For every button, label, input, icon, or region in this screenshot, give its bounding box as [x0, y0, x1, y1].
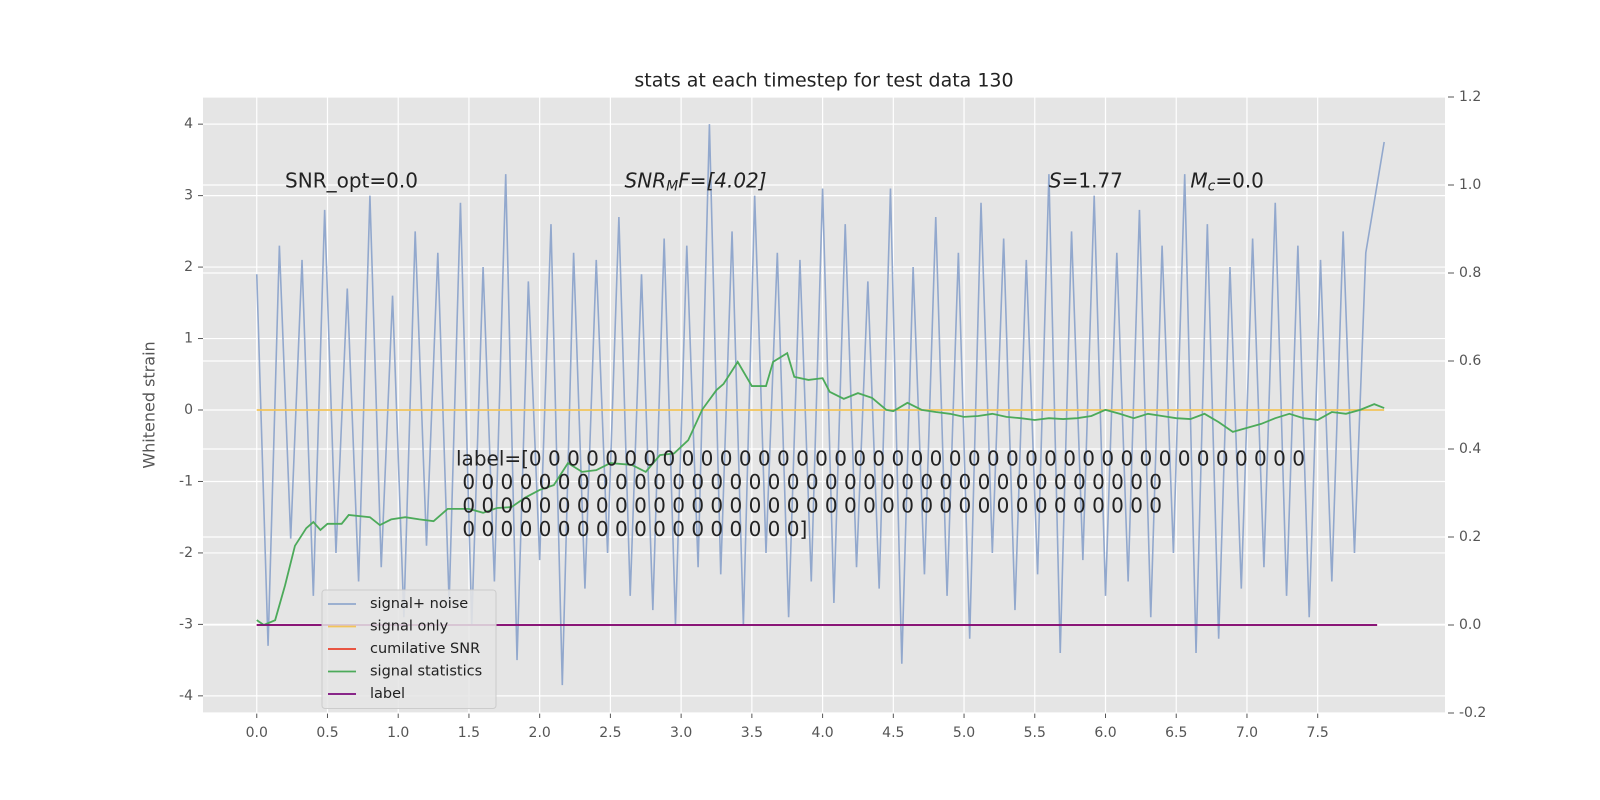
- x-tick-label: 4.0: [811, 725, 833, 741]
- annotation-part: =0.0: [1215, 168, 1264, 192]
- x-tick-label: 4.5: [882, 725, 904, 741]
- annotation-part: S: [1049, 168, 1062, 192]
- label-annotation: label=[0 0 0 0 0 0 0 0 0 0 0 0 0 0 0 0 0…: [456, 447, 1305, 471]
- y-tick-label: -1: [179, 473, 193, 489]
- annotation: SNR_opt=0.0: [285, 168, 418, 192]
- y2-tick-label: 0.8: [1459, 265, 1481, 281]
- y2-tick-label: 0.0: [1459, 617, 1481, 633]
- legend-label: signal+ noise: [370, 596, 468, 612]
- label-annotation: 0 0 0 0 0 0 0 0 0 0 0 0 0 0 0 0 0 0 0 0 …: [456, 494, 1162, 518]
- x-tick-label: 7.5: [1307, 725, 1329, 741]
- annotation: SNRMF=[4.02]: [625, 168, 767, 195]
- y2-tick-label: 0.4: [1459, 441, 1481, 457]
- x-tick-label: 3.5: [741, 725, 763, 741]
- y-tick-label: -2: [179, 545, 193, 561]
- annotation-part: c: [1208, 178, 1216, 194]
- y2-tick-label: 0.2: [1459, 529, 1481, 545]
- y-tick-label: 0: [184, 402, 193, 418]
- x-tick-label: 0.5: [316, 725, 338, 741]
- x-tick-label: 5.5: [1024, 725, 1046, 741]
- annotation: S=1.77: [1049, 168, 1123, 192]
- legend-label: signal statistics: [370, 664, 482, 680]
- annotation-part: M: [666, 178, 678, 194]
- legend-label: cumilative SNR: [370, 641, 480, 657]
- x-tick-label: 2.5: [599, 725, 621, 741]
- annotation-part: SNR_opt=0.0: [285, 168, 418, 192]
- label-annotation: 0 0 0 0 0 0 0 0 0 0 0 0 0 0 0 0 0 0 0 0 …: [456, 470, 1162, 494]
- x-tick-label: 3.0: [670, 725, 692, 741]
- series-line: [256, 351, 1385, 627]
- y2-tick-label: 0.6: [1459, 353, 1481, 369]
- x-tick-label: 1.0: [387, 725, 409, 741]
- legend-label: label: [370, 686, 405, 702]
- y2-tick-label: 1.0: [1459, 177, 1481, 193]
- annotation-part: =1.77: [1062, 168, 1123, 192]
- x-tick-label: 0.0: [246, 725, 268, 741]
- y-axis-label: Whitened strain: [140, 341, 159, 468]
- x-tick-label: 6.5: [1165, 725, 1187, 741]
- y-tick-label: 1: [184, 331, 193, 347]
- y-tick-label: 3: [184, 188, 193, 204]
- y-tick-label: 2: [184, 259, 193, 275]
- y2-tick-label: 1.2: [1459, 89, 1481, 105]
- x-tick-label: 2.0: [529, 725, 551, 741]
- x-tick-label: 1.5: [458, 725, 480, 741]
- y-tick-label: 4: [184, 116, 193, 132]
- y2-tick-label: -0.2: [1459, 705, 1486, 721]
- x-tick-label: 7.0: [1236, 725, 1258, 741]
- x-tick-label: 6.0: [1094, 725, 1116, 741]
- legend-label: signal only: [370, 619, 449, 635]
- label-annotation: 0 0 0 0 0 0 0 0 0 0 0 0 0 0 0 0 0 0]: [456, 517, 807, 541]
- y-tick-label: -3: [179, 616, 193, 632]
- x-tick-label: 5.0: [953, 725, 975, 741]
- chart-title: stats at each timestep for test data 130: [634, 70, 1013, 92]
- annotation-part: F=[4.02]: [678, 168, 766, 192]
- annotation: Mc=0.0: [1190, 168, 1264, 195]
- series-line: [255, 124, 1385, 686]
- y-tick-label: -4: [179, 688, 193, 704]
- legend-box: [321, 589, 497, 709]
- annotation-part: SNR: [625, 168, 667, 192]
- annotation-part: M: [1190, 168, 1207, 192]
